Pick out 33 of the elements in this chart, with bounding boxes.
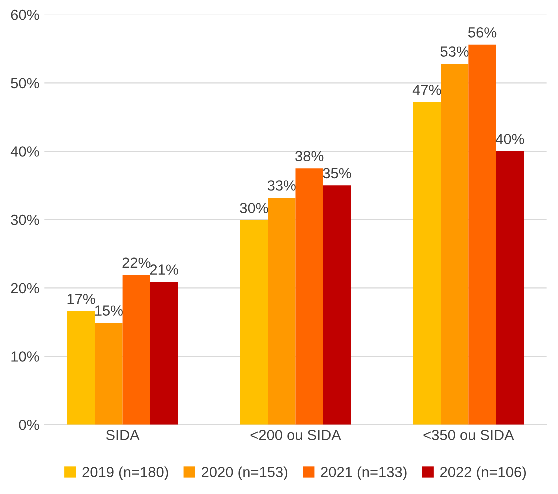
bar: [323, 186, 352, 425]
data-label: 22%: [122, 258, 151, 268]
y-tick-label: 50%: [11, 78, 40, 89]
bar: [240, 220, 268, 425]
data-label: 15%: [95, 306, 124, 316]
bar: [268, 198, 296, 425]
y-tick-label: 20%: [11, 283, 40, 294]
bar: [441, 64, 469, 425]
y-tick-label: 40%: [10, 146, 40, 157]
data-label: 47%: [412, 84, 442, 96]
data-label: 56%: [468, 28, 497, 38]
bar: [496, 151, 524, 425]
data-label: 21%: [150, 264, 178, 275]
x-tick-label: <200 ou SIDA: [250, 430, 342, 440]
bar: [95, 323, 123, 425]
legend-label: 2019 (n=180): [82, 466, 168, 480]
y-tick-label: 0%: [19, 420, 40, 430]
data-label: 38%: [296, 151, 324, 162]
x-tick-label: <350 ou SIDA: [424, 430, 514, 440]
data-label: 17%: [68, 294, 96, 304]
bar: [296, 168, 324, 425]
x-tick-label: SIDA: [106, 430, 140, 440]
y-tick-label: 30%: [11, 214, 40, 226]
y-tick-label: 10%: [12, 352, 40, 362]
legend-label: 2020 (n=153): [202, 466, 288, 480]
y-tick-label: 60%: [11, 10, 40, 20]
legend-label: 2021 (n=133): [321, 466, 407, 480]
bar: [67, 311, 96, 425]
bar: [150, 282, 178, 425]
bar: [122, 275, 150, 425]
legend-label: 2022 (n=106): [440, 466, 526, 480]
bar: [468, 44, 496, 425]
bar: [413, 102, 442, 425]
